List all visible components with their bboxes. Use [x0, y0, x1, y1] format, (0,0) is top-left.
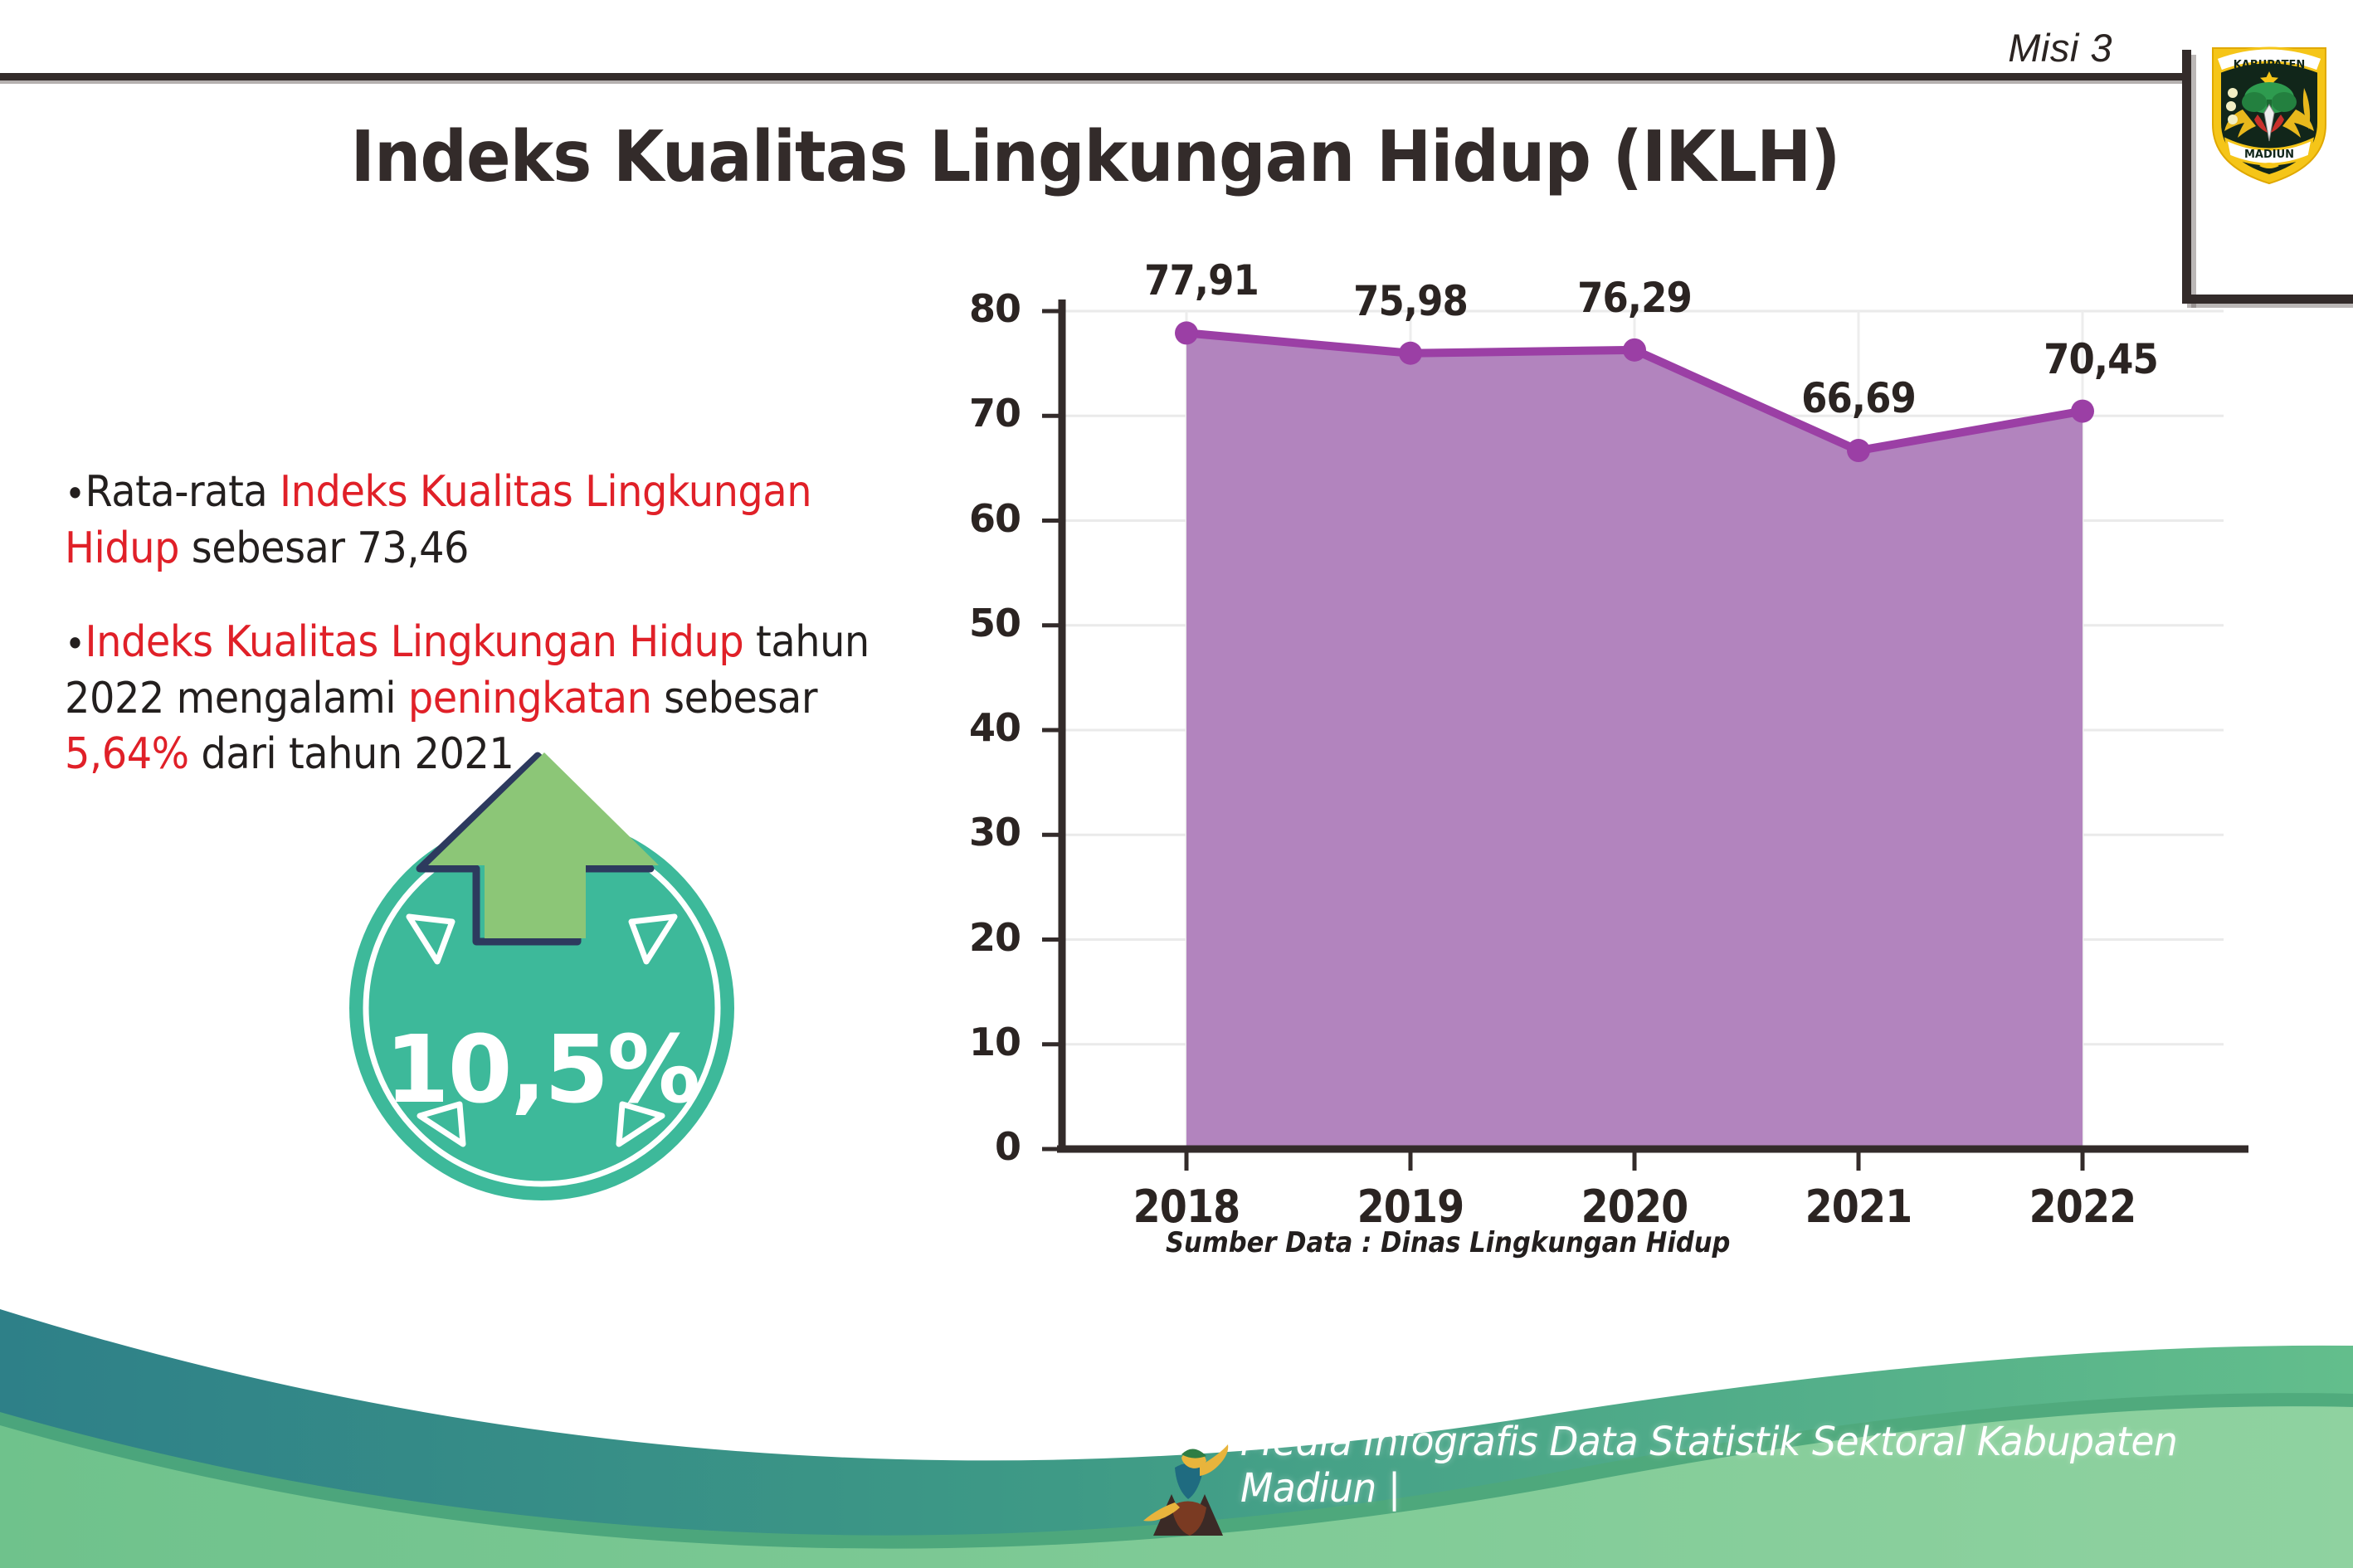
chart-axes — [1042, 299, 2248, 1171]
badge-value: 10,5% — [384, 1016, 701, 1124]
wave-bottom — [0, 1406, 2353, 1568]
bullet-text: Rata-rata — [85, 467, 280, 517]
arrow-outline — [416, 752, 655, 946]
up-arrow-icon — [428, 752, 659, 938]
x-axis-tick-label: 2022 — [2029, 1181, 2137, 1233]
chart-canvas — [1042, 299, 2248, 1171]
y-axis-tick-label: 10 — [968, 1019, 1021, 1064]
y-axis-tick-label: 70 — [968, 391, 1021, 436]
bullet-item: •Indeks Kualitas Lingkungan Hidup tahun … — [65, 615, 994, 783]
growth-badge-graphic — [349, 752, 734, 1200]
footer-caption: Media Infografis Data Statistik Sektoral… — [1240, 1419, 2178, 1512]
data-point-label: 70,45 — [2044, 334, 2159, 383]
y-axis-tick-label: 0 — [994, 1124, 1021, 1169]
header-bracket-bottom — [2182, 295, 2353, 304]
bullet-highlight: peningkatan — [407, 673, 652, 723]
header-rule — [0, 73, 2190, 80]
x-axis-tick-label: 2021 — [1805, 1181, 1913, 1233]
misi-label: Misi 3 — [2008, 26, 2112, 70]
header-bracket-bottom-shadow — [2187, 304, 2353, 308]
chart-markers — [1175, 321, 2094, 463]
x-axis-tick-label: 2020 — [1581, 1181, 1689, 1233]
badge-triangle-top-left — [406, 913, 455, 965]
media-infografis-logo — [1143, 1444, 1229, 1536]
summary-bullets: •Rata-rata Indeks Kualitas Lingkungan Hi… — [65, 465, 994, 821]
bullet-highlight: 5,64% — [65, 729, 189, 780]
footer-wave-decoration — [0, 1309, 2353, 1568]
badge-triangle-bottom-left — [417, 1101, 466, 1147]
chart-area-fill — [1186, 333, 2083, 1150]
kabupaten-madiun-logo: KABUPATEN MADIUN — [2212, 46, 2326, 185]
logo-bottom-text: MADIUN — [2244, 149, 2294, 161]
bullet-highlight: Indeks Kualitas Lingkungan Hidup — [85, 617, 744, 668]
data-point-label: 77,91 — [1144, 256, 1259, 305]
y-axis-tick-label: 80 — [968, 286, 1021, 331]
header-rule-shadow — [0, 80, 2190, 84]
x-axis-tick-label: 2019 — [1357, 1181, 1465, 1233]
data-point-label: 75,98 — [1353, 276, 1469, 325]
x-axis-tick-label: 2018 — [1133, 1181, 1241, 1233]
logo-top-text: KABUPATEN — [2234, 59, 2306, 71]
y-axis-tick-label: 60 — [968, 495, 1021, 541]
bullet-highlight: Indeks Kualitas Lingkungan Hidup — [65, 467, 812, 573]
bullet-item: •Rata-rata Indeks Kualitas Lingkungan Hi… — [65, 465, 994, 577]
y-axis-tick-label: 40 — [968, 705, 1021, 750]
iklh-area-chart: 0 10 20 30 40 50 60 70 80 2018 2019 2020 2021 2022 7… — [962, 256, 2257, 1233]
bullet-marker: • — [65, 471, 85, 517]
y-axis-tick-label: 50 — [968, 600, 1021, 645]
header-bracket-vertical-shadow — [2191, 55, 2196, 308]
y-axis-tick-label: 20 — [968, 914, 1021, 960]
bullet-text: sebesar — [651, 673, 818, 723]
badge-triangle-top-right — [628, 913, 678, 965]
bullet-marker: • — [65, 621, 85, 667]
page-title: Indeks Kualitas Lingkungan Hidup (IKLH) — [350, 116, 1840, 198]
header-bracket-vertical — [2182, 50, 2191, 303]
chart-source-note: Sumber Data : Dinas Lingkungan Hidup — [1166, 1226, 1731, 1259]
badge-triangle-bottom-right — [616, 1101, 665, 1147]
bullet-text: tahun 2022 mengalami — [65, 617, 870, 723]
badge-circle — [349, 816, 734, 1200]
y-axis-tick-label: 30 — [968, 810, 1021, 855]
growth-badge: 10,5% — [330, 751, 753, 1203]
data-point-label: 66,69 — [1801, 374, 1917, 423]
bullet-text: sebesar 73,46 — [179, 523, 470, 573]
bullet-text: dari tahun 2021 — [188, 729, 514, 780]
data-point-label: 76,29 — [1577, 273, 1693, 322]
